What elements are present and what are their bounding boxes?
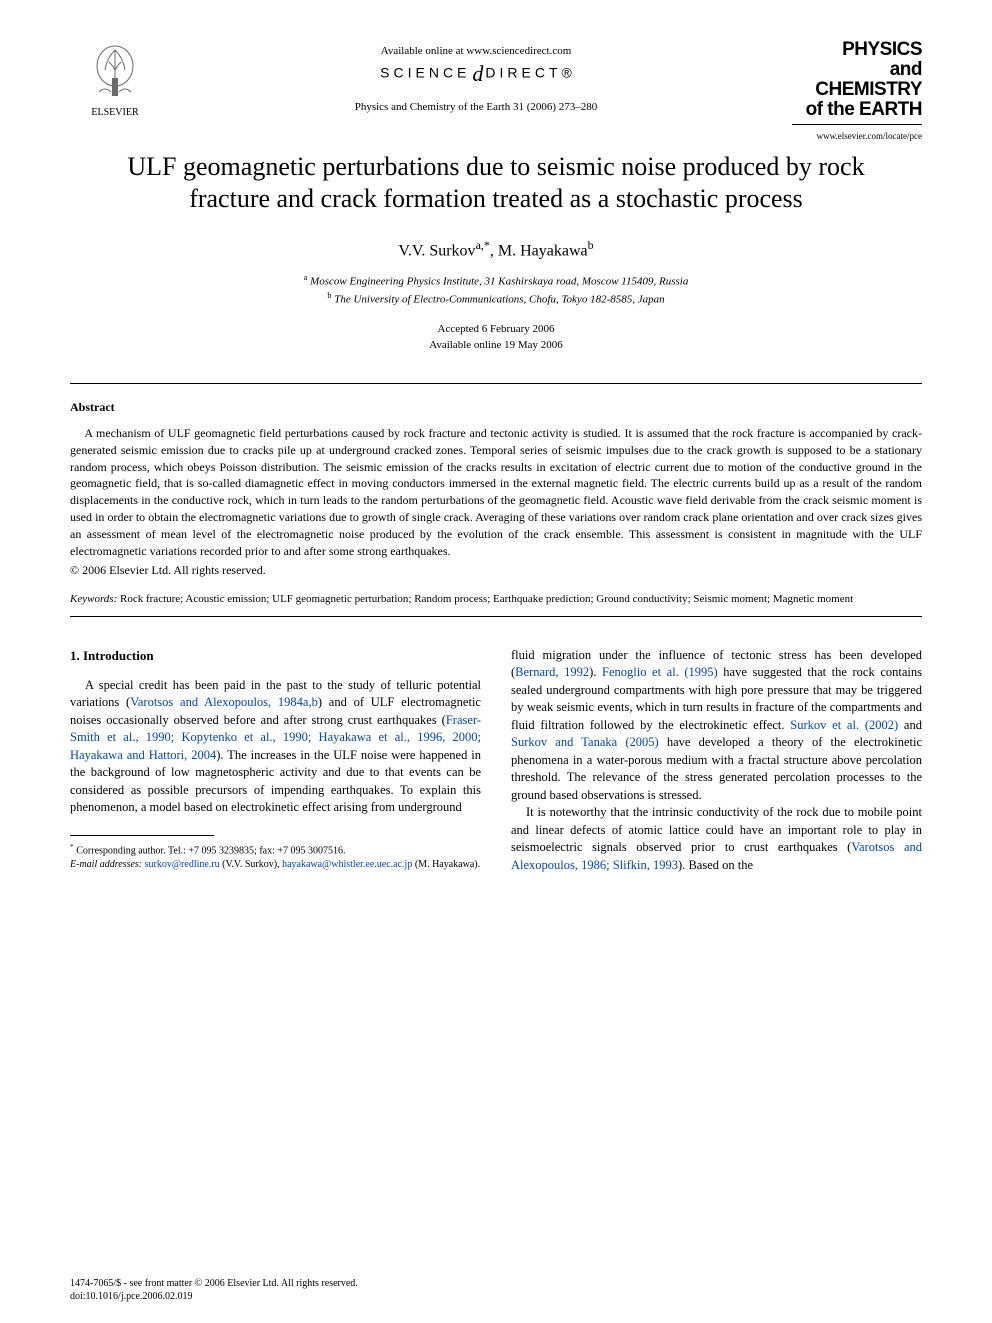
footer-doi: doi:10.1016/j.pce.2006.02.019 (70, 1291, 193, 1302)
email-link[interactable]: surkov@redline.ru (145, 859, 220, 870)
journal-logo: PHYSICS and CHEMISTRY of the EARTH www.e… (792, 40, 922, 141)
section-heading-intro: 1. Introduction (70, 647, 481, 665)
author-2: M. Hayakawa (498, 242, 588, 259)
email-link[interactable]: hayakawa@whistler.ee.uec.ac.jp (282, 859, 412, 870)
column-right: fluid migration under the influence of t… (511, 647, 922, 875)
citation-link[interactable]: Surkov et al. (2002) (790, 718, 898, 732)
article-dates: Accepted 6 February 2006 Available onlin… (70, 322, 922, 353)
footnote: * Corresponding author. Tel.: +7 095 323… (70, 842, 481, 872)
online-date: Available online 19 May 2006 (429, 339, 563, 351)
sciencedirect-logo: SCIENCEdDIRECT® (160, 61, 792, 87)
intro-para-1-cont: fluid migration under the influence of t… (511, 647, 922, 805)
affiliation-a: Moscow Engineering Physics Institute, 31… (310, 276, 688, 288)
abstract-copyright: © 2006 Elsevier Ltd. All rights reserved… (70, 563, 922, 578)
author-1-sup: a,* (476, 238, 490, 252)
journal-logo-line1: PHYSICS (792, 40, 922, 60)
abstract-body: A mechanism of ULF geomagnetic field per… (70, 425, 922, 559)
footer: 1474-7065/$ - see front matter © 2006 El… (70, 1277, 358, 1303)
divider (70, 383, 922, 384)
journal-logo-line2: and CHEMISTRY (792, 60, 922, 100)
article-title: ULF geomagnetic perturbations due to sei… (70, 151, 922, 216)
corresponding-author: Corresponding author. Tel.: +7 095 32398… (76, 845, 345, 856)
email-label: E-mail addresses: (70, 859, 142, 870)
authors: V.V. Surkova,*, M. Hayakawab (70, 238, 922, 260)
abstract-heading: Abstract (70, 400, 922, 415)
intro-para-2: It is noteworthy that the intrinsic cond… (511, 804, 922, 874)
column-left: 1. Introduction A special credit has bee… (70, 647, 481, 875)
available-online-text: Available online at www.sciencedirect.co… (160, 45, 792, 57)
intro-para-1: A special credit has been paid in the pa… (70, 677, 481, 817)
author-1: V.V. Surkov (398, 242, 475, 259)
elsevier-logo: ELSEVIER (70, 40, 160, 118)
divider (70, 616, 922, 617)
affiliation-b: The University of Electro-Communications… (334, 294, 664, 306)
sd-d-icon: d (472, 61, 483, 87)
header-row: ELSEVIER Available online at www.science… (70, 40, 922, 141)
keywords-label: Keywords: (70, 593, 117, 605)
elsevier-tree-icon (85, 40, 145, 100)
footer-issn: 1474-7065/$ - see front matter © 2006 El… (70, 1278, 358, 1289)
accepted-date: Accepted 6 February 2006 (438, 323, 555, 335)
elsevier-label: ELSEVIER (70, 107, 160, 118)
header-center: Available online at www.sciencedirect.co… (160, 40, 792, 113)
keywords: Keywords: Rock fracture; Acoustic emissi… (70, 592, 922, 607)
citation-link[interactable]: Fenoglio et al. (1995) (602, 665, 718, 679)
citation-link[interactable]: Varotsos and Alexopoulos, 1984a,b (130, 695, 318, 709)
journal-reference: Physics and Chemistry of the Earth 31 (2… (160, 101, 792, 113)
footnote-rule (70, 835, 214, 836)
keywords-text: Rock fracture; Acoustic emission; ULF ge… (117, 593, 853, 605)
citation-link[interactable]: Surkov and Tanaka (2005) (511, 735, 659, 749)
affiliations: a Moscow Engineering Physics Institute, … (70, 272, 922, 308)
citation-link[interactable]: Bernard, 1992 (515, 665, 589, 679)
author-2-sup: b (588, 238, 594, 252)
journal-logo-line3: of the EARTH (792, 100, 922, 120)
body-columns: 1. Introduction A special credit has bee… (70, 647, 922, 875)
journal-url: www.elsevier.com/locate/pce (792, 131, 922, 141)
